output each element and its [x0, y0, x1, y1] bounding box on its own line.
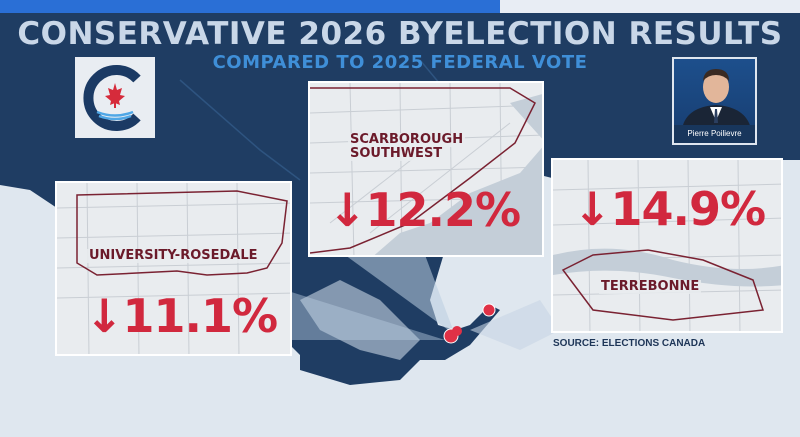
card-terrebonne: ↓14.9% TERREBONNE [551, 158, 783, 333]
riding-name-line1: SCARBOROUGH [348, 132, 466, 147]
percent-change-value: ↓12.2% [328, 183, 521, 237]
page-title: CONSERVATIVE 2026 BYELECTION RESULTS [17, 16, 783, 52]
riding-map [57, 183, 290, 354]
page-subtitle: COMPARED TO 2025 FEDERAL VOTE [212, 52, 588, 73]
riding-map [553, 160, 781, 331]
person-icon [682, 69, 751, 129]
politician-portrait: Pierre Poilievre [672, 57, 757, 145]
portrait-caption: Pierre Poilievre [674, 125, 755, 143]
card-scarborough-southwest: SCARBOROUGH SOUTHWEST ↓12.2% [308, 81, 544, 257]
riding-name: TERREBONNE [599, 279, 702, 294]
percent-change-value: ↓11.1% [85, 289, 278, 343]
source-credit: SOURCE: ELECTIONS CANADA [553, 338, 706, 349]
riding-name-line2: SOUTHWEST [348, 146, 445, 161]
top-accent-bar [0, 0, 500, 13]
riding-name: UNIVERSITY-ROSEDALE [87, 248, 260, 263]
card-university-rosedale: UNIVERSITY-ROSEDALE ↓11.1% [55, 181, 292, 356]
percent-change-value: ↓14.9% [573, 182, 766, 236]
conservative-logo [75, 57, 155, 138]
top-accent-bar-light [500, 0, 800, 13]
maple-leaf-icon [105, 83, 125, 105]
